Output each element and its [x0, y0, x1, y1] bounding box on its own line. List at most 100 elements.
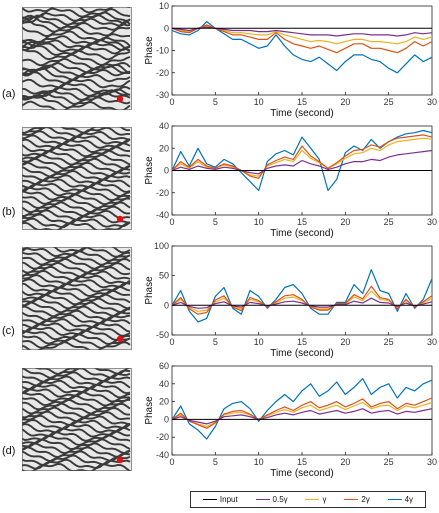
series-line-g4 [171, 377, 433, 440]
pattern-stripe [22, 14, 131, 27]
legend-swatch-4-gamma [387, 499, 402, 500]
x-axis-title: Time (second) [270, 348, 334, 359]
pattern-stripe [22, 100, 131, 110]
pattern-stripe [22, 48, 131, 61]
legend-label-2-gamma: 2γ [361, 495, 370, 504]
pattern-stripe [22, 426, 131, 438]
pattern-stripe [22, 53, 131, 67]
pattern-stripe [22, 205, 131, 217]
legend-swatch-gamma [305, 499, 320, 500]
phase-pattern-image-c [22, 247, 132, 350]
pattern-stripe [22, 41, 131, 56]
x-tick-label: 15 [297, 457, 307, 467]
pattern-stripe [22, 322, 131, 333]
phase-pattern-image-a [22, 7, 132, 110]
chart-legend: Input 0.5γ γ 2γ 4γ [190, 491, 426, 508]
x-tick-label: 30 [427, 337, 437, 347]
x-tick-label: 25 [384, 217, 394, 227]
x-tick-label: 20 [340, 217, 350, 227]
x-axis-title: Time (second) [270, 108, 334, 119]
y-tick-label: 10 [159, 1, 169, 11]
pattern-border [22, 127, 132, 230]
series-line-g2 [171, 134, 433, 179]
pattern-stripe [22, 193, 131, 206]
x-tick-label: 25 [384, 97, 394, 107]
y-tick-label: -30 [156, 90, 169, 100]
pattern-stripe [22, 269, 131, 282]
y-axis-title: Phase [144, 36, 155, 65]
x-tick-label: 15 [297, 337, 307, 347]
pattern-stripes [22, 247, 131, 350]
pattern-stripe [22, 14, 131, 30]
pattern-stripe [22, 134, 131, 145]
pattern-stripe [22, 35, 131, 50]
pattern-stripe [22, 247, 131, 254]
legend-label-gamma: γ [322, 495, 327, 504]
pattern-stripe [22, 127, 131, 134]
x-tick-label: 0 [169, 217, 174, 227]
pattern-stripe [22, 178, 131, 189]
red-marker-dot [116, 456, 124, 464]
y-tick-label: -20 [156, 432, 169, 442]
y-tick-label: 20 [159, 143, 169, 153]
pattern-border [22, 368, 132, 471]
pattern-stripe [22, 406, 130, 419]
pattern-stripe [22, 261, 131, 274]
phase-chart-a: -30 -20 -10 0 10 0 5 10 15 20 25 30 Time (second) Pha… [144, 1, 437, 119]
legend-swatch-0-5-gamma [255, 499, 270, 500]
x-tick-label: 20 [340, 97, 350, 107]
x-tick-label: 20 [340, 457, 350, 467]
pattern-stripe [22, 65, 131, 77]
y-tick-label: 0 [164, 414, 169, 424]
pattern-stripe [22, 309, 131, 322]
x-tick-label: 20 [340, 337, 350, 347]
y-tick-label: 50 [159, 271, 169, 281]
legend-item-2-gamma: 2γ [344, 495, 370, 504]
x-tick-label: 5 [213, 217, 218, 227]
y-tick-label: -40 [156, 450, 169, 460]
pattern-stripe [22, 39, 131, 52]
pattern-stripe [22, 247, 131, 258]
plot-frame [171, 365, 433, 456]
y-tick-label: -20 [156, 68, 169, 78]
pattern-stripe [22, 278, 131, 289]
pattern-stripe [22, 78, 131, 89]
y-tick-label: 100 [154, 241, 169, 251]
pattern-border [22, 7, 132, 110]
pattern-stripe [22, 463, 131, 471]
x-tick-label: 30 [427, 457, 437, 467]
x-tick-label: 10 [254, 457, 264, 467]
plot-frame [171, 245, 433, 336]
x-tick-label: 0 [169, 97, 174, 107]
pattern-stripe [22, 394, 131, 407]
pattern-stripe [22, 157, 131, 170]
pattern-stripe [22, 454, 131, 466]
pattern-stripe [22, 217, 131, 229]
pattern-stripe [22, 170, 131, 182]
pattern-stripe [22, 297, 131, 310]
series-line-g2 [171, 285, 433, 315]
x-tick-label: 30 [427, 97, 437, 107]
series-line-g2 [171, 397, 433, 429]
pattern-stripe [22, 67, 131, 81]
pattern-stripe [22, 174, 131, 185]
pattern-stripe [22, 329, 131, 341]
x-tick-label: 25 [384, 337, 394, 347]
legend-label-0-5-gamma: 0.5γ [272, 495, 288, 504]
red-marker-dot [116, 335, 124, 343]
phase-pattern-image-b [22, 127, 132, 230]
pattern-stripe [22, 257, 131, 270]
y-tick-label: -50 [156, 330, 169, 340]
pattern-stripe [22, 274, 131, 285]
legend-item-0-5-gamma: 0.5γ [255, 495, 288, 504]
plot-frame [171, 5, 433, 96]
red-marker-dot [116, 95, 124, 103]
pattern-stripe [22, 383, 131, 395]
pattern-stripe [22, 326, 131, 337]
panel-label-d: (d) [2, 445, 16, 457]
x-tick-label: 5 [213, 457, 218, 467]
x-axis-title: Time (second) [270, 468, 334, 479]
series-line-g1 [171, 401, 433, 428]
series-line-g1 [171, 290, 433, 312]
